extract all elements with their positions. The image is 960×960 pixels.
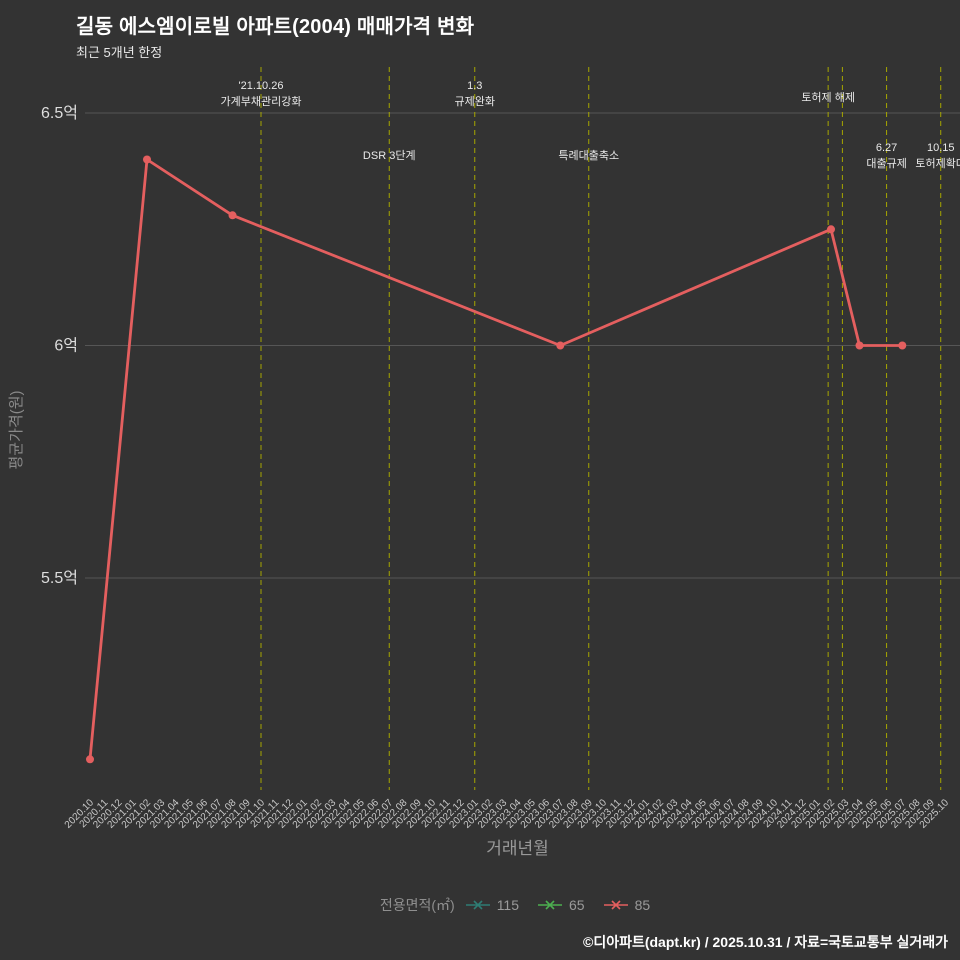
event-annotation: 1.3 [467,80,482,92]
event-annotation: 6.27 [876,142,897,154]
price-line-85 [88,158,904,761]
line-x-marker-icon [603,900,628,910]
legend-item-85: 85 [603,897,651,913]
data-point [556,341,565,350]
legend: 전용면적(㎡) 115 65 85 [0,895,960,915]
copyright-footer: ©디아파트(dapt.kr) / 2025.10.31 / 자료=국토교통부 실… [583,934,948,950]
y-tick-label: 6억 [54,337,78,355]
event-annotation: 대출규제 [866,157,906,170]
chart-subtitle: 최근 5개년 한정 [76,45,163,60]
legend-item-label: 65 [569,897,585,913]
legend-item-115: 115 [465,897,519,913]
event-annotation: 토허제 해제 [801,90,855,104]
chart-title: 길동 에스엠이로빌 아파트(2004) 매매가격 변화 [76,16,475,38]
data-point [86,755,94,764]
legend-items: 115 65 85 [465,897,650,913]
event-annotation: DSR 3단계 [363,149,416,162]
data-point [898,341,907,350]
event-annotation: 토허제확대 [915,157,960,170]
y-axis-label: 평균가격(원) [8,390,25,470]
y-tick-label: 6.5억 [41,104,78,122]
event-annotation: 가계부채관리강화 [221,95,302,108]
line-x-marker-icon [465,900,490,910]
data-point [228,211,237,220]
line-x-marker-icon [538,900,563,910]
chart-plot: 6.5억6억5.5억2020.102020.112020.122021.0120… [41,67,960,831]
data-point [855,341,864,350]
event-annotation: '21.10.26 [239,80,284,92]
event-annotation: 규제완화 [455,95,495,108]
event-annotation: 특례대출축소 [558,149,619,162]
x-axis-label: 거래년월 [486,839,549,858]
data-point [143,155,151,164]
legend-item-label: 85 [634,897,651,913]
legend-item-label: 115 [496,897,520,913]
data-point [827,225,835,234]
legend-item-65: 65 [537,897,585,913]
event-annotation: 10.15 [927,142,955,154]
legend-title: 전용면적(㎡) [379,897,455,913]
y-tick-label: 5.5억 [41,569,78,587]
